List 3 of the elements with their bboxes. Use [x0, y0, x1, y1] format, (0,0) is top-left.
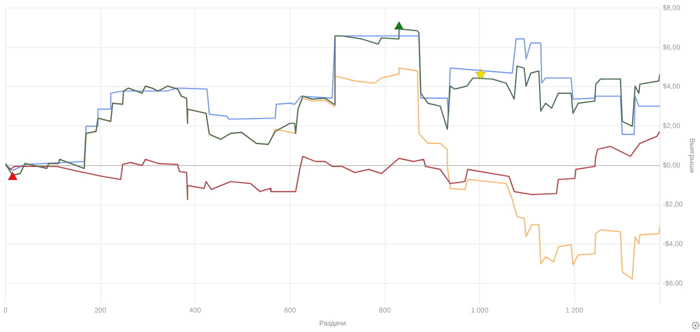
point [8, 172, 18, 180]
point [394, 22, 404, 30]
point [475, 68, 486, 79]
